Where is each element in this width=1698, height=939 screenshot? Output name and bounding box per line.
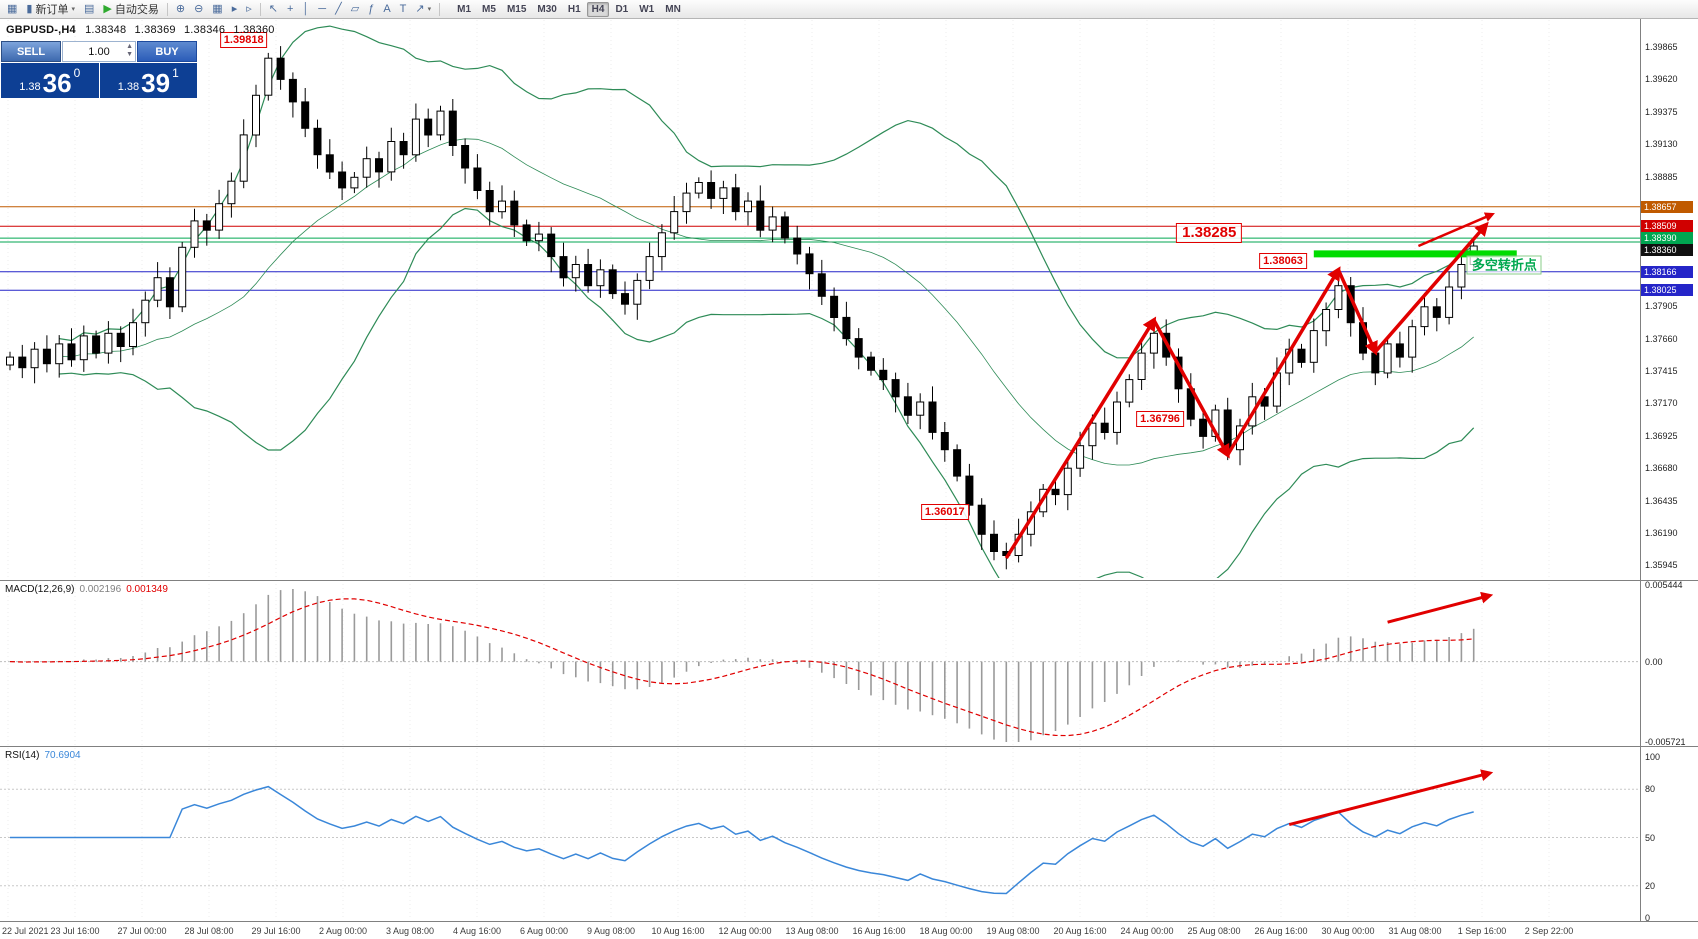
zoom-in-button[interactable]: ⊕ bbox=[172, 0, 189, 18]
rsi-line bbox=[10, 785, 1474, 895]
text-label-icon: T bbox=[399, 3, 407, 15]
macd-arrow bbox=[1387, 591, 1494, 624]
toolbar-separator bbox=[166, 2, 168, 16]
time-gridlines bbox=[7, 20, 1550, 920]
spinner-down-icon[interactable]: ▼ bbox=[126, 51, 133, 58]
quote-line: GBPUSD-,H4 1.38348 1.38369 1.38346 1.383… bbox=[6, 24, 280, 36]
zoom-out-button[interactable]: ⊖ bbox=[190, 0, 207, 18]
bollinger-lower bbox=[59, 207, 1475, 578]
auto-scroll-icon: ▸ bbox=[231, 3, 238, 15]
rsi-arrow bbox=[1288, 769, 1494, 827]
timeframe-m15[interactable]: M15 bbox=[506, 3, 527, 15]
macd-signal-line bbox=[9, 598, 1474, 737]
volume-input[interactable]: 1.00 ▲ ▼ bbox=[62, 41, 136, 62]
equidistant-channel-icon: ▱ bbox=[350, 3, 360, 15]
quote-high: 1.38369 bbox=[134, 24, 176, 36]
new-order-button[interactable]: ▮ 新订单 ▾ bbox=[22, 0, 79, 18]
timeframe-m5[interactable]: M5 bbox=[482, 3, 496, 15]
timeframe-mn[interactable]: MN bbox=[665, 3, 681, 15]
quote-symbol: GBPUSD-,H4 bbox=[6, 24, 76, 36]
zoom-in-icon: ⊕ bbox=[175, 3, 186, 15]
new-chart-icon: ▦ bbox=[7, 3, 18, 15]
horizontal-line-icon: ─ bbox=[318, 3, 327, 15]
auto-scroll-button[interactable]: ▸ bbox=[228, 0, 242, 18]
timeframe-m1[interactable]: M1 bbox=[457, 3, 472, 15]
new-order-icon: ▮ bbox=[26, 3, 33, 15]
timeframe-w1[interactable]: W1 bbox=[639, 3, 655, 15]
chart-shift-icon: ▹ bbox=[246, 3, 252, 15]
quote-close: 1.38360 bbox=[233, 24, 275, 36]
rsi-label: RSI(14) 70.6904 bbox=[5, 750, 81, 761]
quote-open: 1.38348 bbox=[85, 24, 127, 36]
bollinger-middle bbox=[59, 138, 1474, 466]
new-chart-button[interactable]: ▦ bbox=[3, 0, 21, 18]
toolbar-separator bbox=[259, 2, 261, 16]
crosshair-icon: + bbox=[286, 3, 294, 15]
volume-spinner[interactable]: ▲ ▼ bbox=[126, 43, 133, 59]
spinner-up-icon[interactable]: ▲ bbox=[126, 43, 133, 50]
auto-trading-label: 自动交易 bbox=[114, 4, 159, 16]
trend-arrows bbox=[1004, 212, 1495, 560]
cursor-button[interactable]: ↖ bbox=[265, 0, 282, 18]
macd-name: MACD(12,26,9) bbox=[5, 584, 75, 595]
rsi-value: 70.6904 bbox=[44, 750, 81, 761]
new-order-caret-icon: ▾ bbox=[71, 6, 75, 13]
trendline-icon: ╱ bbox=[335, 3, 342, 15]
buy-price-figure: 1.38 bbox=[117, 81, 140, 93]
buy-price-pips: 39 bbox=[141, 68, 171, 98]
chart-window-button[interactable]: ▤ bbox=[80, 0, 98, 18]
tile-windows-icon: ▦ bbox=[212, 3, 223, 15]
timeframe-h1[interactable]: H1 bbox=[567, 3, 581, 15]
auto-trading-button[interactable]: ▶ 自动交易 bbox=[99, 0, 162, 18]
main-price-panel bbox=[0, 25, 1640, 578]
tile-windows-button[interactable]: ▦ bbox=[208, 0, 226, 18]
text-label-button[interactable]: T bbox=[396, 0, 411, 18]
volume-value: 1.00 bbox=[88, 45, 110, 58]
zoom-out-icon: ⊖ bbox=[194, 3, 204, 15]
sell-price-point: 0 bbox=[73, 66, 81, 80]
fibonacci-icon: ƒ bbox=[368, 3, 375, 15]
toolbar-separator bbox=[439, 2, 441, 16]
timeframe-h4[interactable]: H4 bbox=[586, 1, 610, 17]
chart-window-icon: ▤ bbox=[83, 3, 95, 15]
macd-main-value: 0.002196 bbox=[79, 584, 122, 595]
buy-price-tile[interactable]: 1.38 39 1 bbox=[99, 63, 197, 98]
vertical-line-button[interactable]: │ bbox=[298, 0, 313, 18]
timeframe-switcher: M1 M5 M15 M30 H1 H4 D1 W1 MN bbox=[452, 1, 686, 17]
bollinger-upper bbox=[59, 25, 1475, 359]
fibonacci-button[interactable]: ƒ bbox=[364, 0, 378, 18]
chart-shift-button[interactable]: ▹ bbox=[242, 0, 256, 18]
macd-panel bbox=[0, 589, 1640, 742]
timeframe-d1[interactable]: D1 bbox=[615, 3, 629, 15]
text-button[interactable]: A bbox=[379, 0, 394, 18]
macd-label: MACD(12,26,9) 0.002196 0.001349 bbox=[5, 584, 168, 595]
toolbar: ▦ ▮ 新订单 ▾ ▤ ▶ 自动交易 ⊕ ⊖ ▦ ▸ ▹ ↖ + │ ─ ╱ ▱ ƒ A T ↗ ▾ M1 M5 M15 M30 H1… bbox=[0, 0, 1698, 19]
arrows-tool-caret-icon: ▾ bbox=[427, 6, 432, 13]
arrows-tool-button[interactable]: ↗ ▾ bbox=[411, 0, 435, 18]
buy-button[interactable]: BUY bbox=[137, 41, 197, 62]
vertical-line-icon: │ bbox=[302, 3, 310, 15]
auto-trading-icon: ▶ bbox=[103, 3, 112, 15]
text-icon: A bbox=[383, 3, 391, 15]
equidistant-channel-button[interactable]: ▱ bbox=[347, 0, 363, 18]
timeframe-m30[interactable]: M30 bbox=[537, 3, 557, 15]
trendline-button[interactable]: ╱ bbox=[331, 0, 346, 18]
arrows-tool-icon: ↗ bbox=[415, 3, 425, 15]
one-click-trading-panel: SELL 1.00 ▲ ▼ BUY 1.38 36 0 1.38 39 1 bbox=[1, 41, 197, 98]
sell-price-figure: 1.38 bbox=[19, 81, 41, 93]
rsi-name: RSI(14) bbox=[5, 750, 40, 761]
quote-low: 1.38346 bbox=[183, 24, 226, 36]
new-order-label: 新订单 bbox=[35, 4, 69, 16]
sell-price-tile[interactable]: 1.38 36 0 bbox=[1, 63, 99, 98]
sell-button[interactable]: SELL bbox=[1, 41, 61, 62]
rsi-panel bbox=[0, 785, 1640, 895]
cursor-icon: ↖ bbox=[268, 3, 278, 15]
buy-price-point: 1 bbox=[172, 66, 179, 80]
crosshair-button[interactable]: + bbox=[283, 0, 297, 18]
horizontal-line-button[interactable]: ─ bbox=[314, 0, 330, 18]
macd-signal-value: 0.001349 bbox=[126, 584, 168, 595]
sell-price-pips: 36 bbox=[42, 68, 72, 98]
